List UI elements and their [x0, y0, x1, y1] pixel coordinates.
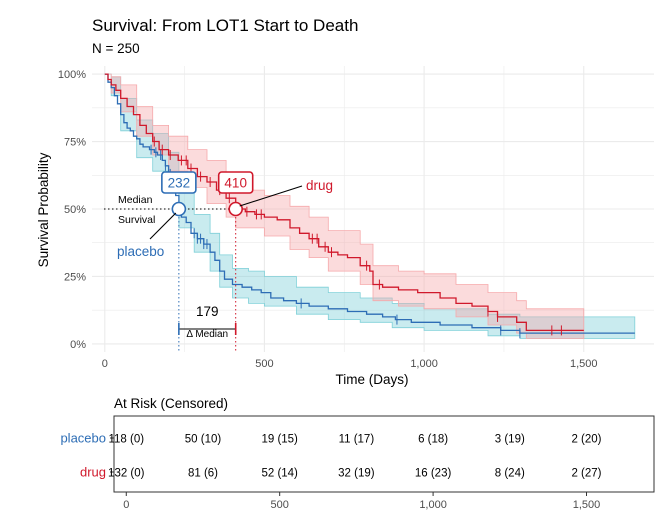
risk-cell-drug: 52 (14) — [261, 468, 298, 480]
x-tick-label: 1,500 — [570, 358, 598, 370]
risk-x-tick-label: 500 — [271, 499, 289, 511]
risk-cell-placebo: 6 (18) — [418, 434, 448, 446]
x-tick-label: 1,000 — [410, 358, 438, 370]
median-marker-placebo — [171, 201, 187, 217]
plot-panel: 0% 25% 50% 75% 100% 0 500 1,000 1,500 Median Survi… — [58, 66, 654, 370]
risk-table-panel — [113, 415, 655, 493]
risk-x-tick-label: 1,000 — [419, 499, 447, 511]
risk-cell-drug: 81 (6) — [188, 468, 218, 480]
series-label-placebo: placebo — [117, 244, 164, 259]
median-marker-drug — [228, 201, 243, 217]
risk-cell-placebo: 50 (10) — [185, 434, 222, 446]
y-tick-label: 75% — [64, 137, 86, 149]
series-label-drug: drug — [306, 178, 333, 193]
y-axis-title: Survival Probability — [36, 152, 51, 267]
risk-cell-drug: 2 (27) — [571, 468, 601, 480]
risk-cell-placebo: 11 (17) — [339, 434, 375, 446]
delta-median-value: 179 — [196, 304, 219, 319]
y-tick-label: 25% — [64, 271, 86, 283]
risk-cell-drug: 132 (0) — [108, 468, 145, 480]
risk-table-title: At Risk (Censored) — [114, 396, 228, 411]
median-callout-box-drug — [217, 171, 254, 194]
risk-cell-placebo: 3 (19) — [495, 434, 525, 446]
risk-x-tick-label: 0 — [123, 499, 129, 511]
chart-title: Survival: From LOT1 Start to Death — [92, 16, 358, 35]
y-tick-label: 100% — [58, 69, 86, 81]
risk-row-label-drug: drug — [80, 465, 106, 480]
label-leader-line — [239, 185, 303, 207]
risk-cell-drug: 16 (23) — [415, 468, 452, 480]
risk-x-tick-label: 1,500 — [573, 499, 601, 511]
risk-row-label-placebo: placebo — [60, 431, 106, 446]
risk-cell-placebo: 19 (15) — [261, 434, 298, 446]
median-callout-box-placebo — [161, 171, 197, 194]
risk-cell-drug: 8 (24) — [495, 468, 525, 480]
median-callout-value-placebo: 232 — [168, 176, 191, 191]
chart-subtitle: N = 250 — [92, 41, 140, 56]
risk-cell-placebo: 118 (0) — [108, 434, 144, 446]
x-axis-title: Time (Days) — [336, 372, 409, 387]
risk-cell-drug: 32 (19) — [338, 468, 375, 480]
median-survival-label: Survival — [118, 214, 155, 226]
median-survival-label: Median — [118, 194, 153, 206]
label-leader-line — [149, 212, 177, 240]
survival-curve-drug — [104, 73, 584, 332]
risk-table: placebo 118 (0) 50 (10) 19 (15) 11 (17) 6 (18… — [60, 415, 655, 511]
risk-cell-placebo: 2 (20) — [571, 434, 601, 446]
x-tick-label: 0 — [102, 358, 108, 370]
confidence-band-drug — [104, 73, 585, 339]
y-tick-label: 0% — [70, 339, 86, 351]
y-tick-label: 50% — [64, 204, 86, 216]
delta-median-label: Δ Median — [186, 329, 228, 340]
x-tick-label: 500 — [255, 358, 273, 370]
median-callout-value-drug: 410 — [224, 176, 247, 191]
